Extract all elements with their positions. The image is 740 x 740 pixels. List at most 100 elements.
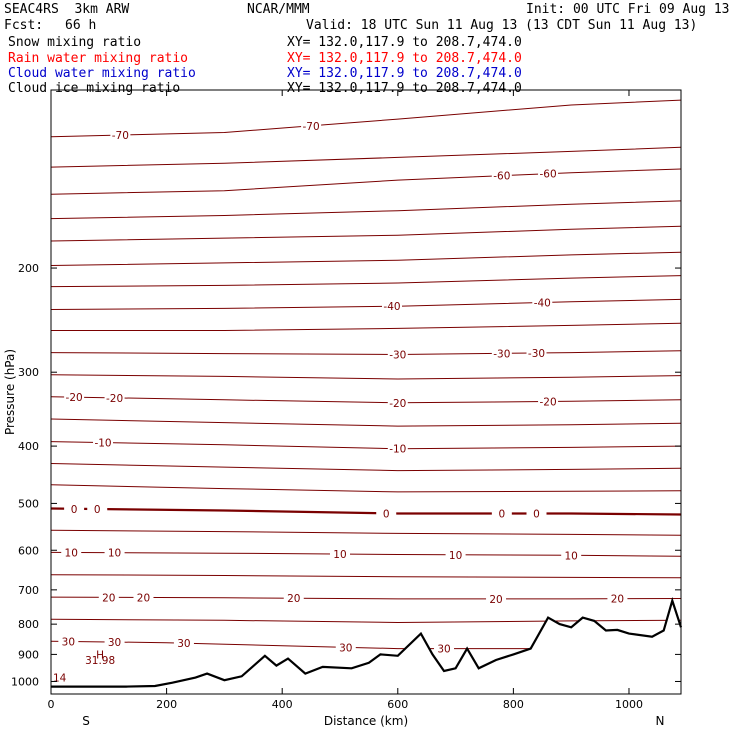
- terrain-fill: [51, 600, 681, 694]
- isotherm-line: [50, 574, 682, 579]
- isotherm-label-bg: [538, 395, 559, 408]
- isotherm-label: -40: [383, 301, 400, 313]
- isotherm-label: 20: [102, 592, 115, 604]
- isotherm-line: [50, 374, 682, 380]
- isotherm-label: -10: [389, 444, 406, 456]
- isotherm-label: -20: [106, 393, 123, 405]
- init-time: Init: 00 UTC Fri 09 Aug 13: [526, 2, 730, 17]
- isotherm-label: 20: [137, 592, 150, 604]
- isotherm-line: [50, 441, 682, 450]
- run-title: SEAC4RS 3km ARW: [4, 2, 130, 17]
- x-tick-label: 800: [503, 698, 524, 711]
- isotherm-label: 10: [564, 550, 577, 562]
- plot-frame: [50, 89, 682, 695]
- isotherm-label: 10: [333, 549, 346, 561]
- valid-time: Valid: 18 UTC Sun 11 Aug 13 (13 CDT Sun …: [306, 18, 698, 33]
- isotherm-line: [50, 275, 682, 288]
- isotherm-label-bg: [526, 347, 547, 360]
- x-axis-title: Distance (km): [324, 714, 408, 728]
- isotherm-label-bg: [491, 347, 512, 360]
- isotherm-line: [50, 200, 682, 220]
- isotherm-label: 30: [177, 638, 190, 650]
- isotherm-label: -70: [303, 121, 320, 133]
- y-axis-title: Pressure (hPa): [3, 349, 17, 435]
- legend-cloud-ice-xy: XY= 132.0,117.9 to 208.7,474.0: [287, 81, 522, 96]
- legend-rain-xy: XY= 132.0,117.9 to 208.7,474.0: [287, 51, 522, 66]
- isotherm-line: [50, 507, 682, 516]
- y-tick-label: 400: [18, 440, 39, 453]
- isotherm-label: -30: [528, 348, 545, 360]
- isotherm-label: 0: [498, 508, 505, 520]
- isotherm-label: 30: [62, 636, 75, 648]
- forecast-hours: 66 h: [65, 18, 97, 33]
- isotherm-label: 30: [339, 642, 352, 654]
- isotherm-label: -20: [66, 392, 83, 404]
- y-tick-label: 900: [18, 648, 39, 661]
- isotherm-label-bg: [104, 636, 125, 649]
- isotherm-label: -60: [539, 169, 556, 181]
- isotherm-label-bg: [491, 507, 512, 520]
- isotherm-label: -30: [389, 349, 406, 361]
- x-tick-label: 0: [48, 698, 55, 711]
- x-tick-label: 400: [272, 698, 293, 711]
- x-tick-label: 1000: [615, 698, 643, 711]
- isotherm-label-bg: [607, 592, 628, 605]
- y-tick-label: 300: [18, 366, 39, 379]
- isotherm-label-bg: [434, 642, 455, 655]
- isotherm-label: -60: [493, 171, 510, 183]
- isotherm-label-bg: [64, 502, 85, 515]
- isotherm-label-bg: [58, 635, 79, 648]
- y-tick-label: 700: [18, 584, 39, 597]
- isotherm-label: -20: [389, 398, 406, 410]
- isotherm-line: [50, 484, 682, 493]
- isotherm-line: [50, 396, 682, 404]
- isotherm-line: [50, 350, 682, 356]
- isotherm-label-bg: [526, 507, 547, 520]
- isotherm-line: [50, 146, 682, 168]
- isotherm-label-bg: [387, 396, 408, 409]
- isotherm-label: 30: [437, 644, 450, 656]
- isotherm-line: [50, 463, 682, 472]
- legend-snow-xy: XY= 132.0,117.9 to 208.7,474.0: [287, 35, 522, 50]
- isotherm-label-bg: [104, 546, 125, 559]
- isotherm-label-bg: [335, 641, 356, 654]
- field-annotation: H: [96, 649, 104, 661]
- isotherm-line: [51, 322, 682, 331]
- isotherm-label: -70: [112, 130, 129, 142]
- isotherm-label-bg: [538, 167, 559, 180]
- legend-cloud-water: Cloud water mixing ratio: [8, 66, 196, 81]
- isotherm-label-bg: [532, 296, 553, 309]
- y-tick-label: 500: [18, 497, 39, 510]
- isotherm-label-bg: [283, 592, 304, 605]
- isotherm-label-bg: [486, 592, 507, 605]
- isotherm-label: 20: [611, 594, 624, 606]
- isotherm-label-bg: [445, 548, 466, 561]
- isotherm-label: 0: [94, 504, 101, 516]
- isotherm-line: [50, 418, 682, 427]
- isotherm-line: [50, 251, 682, 266]
- isotherm-label: -30: [493, 348, 510, 360]
- isotherm-line: [50, 618, 682, 624]
- x-tick-label: 600: [387, 698, 408, 711]
- isotherm-label: 30: [108, 637, 121, 649]
- isotherm-label: 10: [449, 550, 462, 562]
- legend-cloud-water-xy: XY= 132.0,117.9 to 208.7,474.0: [287, 66, 522, 81]
- isotherm-label-bg: [104, 391, 125, 404]
- isotherm-line: [50, 529, 682, 536]
- isotherm-label-bg: [87, 503, 108, 516]
- isotherm-label: 0: [71, 504, 78, 516]
- isotherm-label: -10: [94, 438, 111, 450]
- isotherm-label: -20: [539, 397, 556, 409]
- x-tick-label: 200: [156, 698, 177, 711]
- isotherm-label-bg: [64, 391, 85, 404]
- isotherm-line: [50, 168, 682, 195]
- legend-snow: Snow mixing ratio: [8, 35, 142, 50]
- center-title: NCAR/MMM: [247, 2, 310, 17]
- isotherm-line: [50, 551, 682, 557]
- legend-rain: Rain water mixing ratio: [8, 51, 189, 66]
- isotherm-label-bg: [382, 300, 403, 313]
- y-tick-label: 1000: [11, 675, 39, 688]
- isotherm-label-bg: [133, 591, 154, 604]
- isotherm-label-bg: [61, 546, 82, 559]
